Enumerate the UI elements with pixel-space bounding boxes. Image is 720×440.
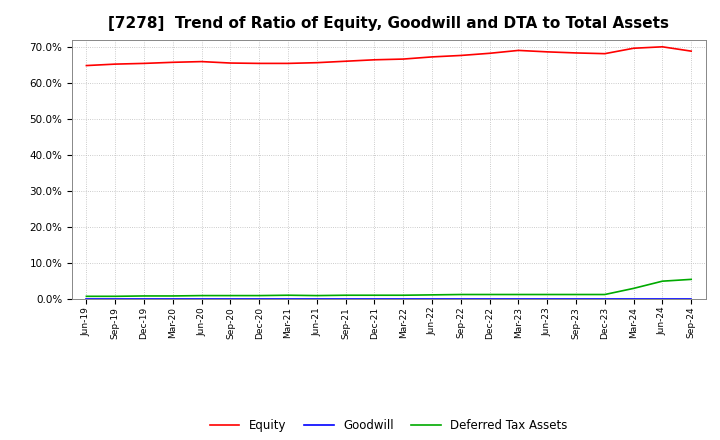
Deferred Tax Assets [312,293,321,298]
Deferred Tax Assets [456,292,465,297]
Goodwill [456,297,465,302]
Equity [168,60,177,65]
Goodwill [312,297,321,302]
Goodwill [82,297,91,302]
Deferred Tax Assets [370,293,379,298]
Goodwill [543,297,552,302]
Deferred Tax Assets [658,279,667,284]
Equity [312,60,321,65]
Equity [456,53,465,58]
Equity [543,49,552,55]
Goodwill [168,297,177,302]
Goodwill [111,297,120,302]
Equity [399,56,408,62]
Equity [514,48,523,53]
Equity [572,50,580,55]
Equity [658,44,667,49]
Deferred Tax Assets [168,293,177,299]
Line: Deferred Tax Assets: Deferred Tax Assets [86,279,691,296]
Equity [341,59,350,64]
Goodwill [428,297,436,302]
Goodwill [341,297,350,302]
Equity [197,59,206,64]
Deferred Tax Assets [111,293,120,299]
Deferred Tax Assets [140,293,148,299]
Goodwill [600,297,609,302]
Equity [428,54,436,59]
Deferred Tax Assets [284,293,292,298]
Deferred Tax Assets [572,292,580,297]
Deferred Tax Assets [687,277,696,282]
Goodwill [687,297,696,302]
Equity [255,61,264,66]
Goodwill [284,297,292,302]
Goodwill [197,297,206,302]
Deferred Tax Assets [226,293,235,298]
Deferred Tax Assets [485,292,494,297]
Deferred Tax Assets [255,293,264,298]
Equity [687,48,696,54]
Equity [111,62,120,67]
Goodwill [514,297,523,302]
Equity [600,51,609,56]
Equity [226,60,235,66]
Deferred Tax Assets [197,293,206,298]
Equity [82,63,91,68]
Deferred Tax Assets [600,292,609,297]
Deferred Tax Assets [341,293,350,298]
Line: Equity: Equity [86,47,691,66]
Goodwill [399,297,408,302]
Goodwill [485,297,494,302]
Goodwill [370,297,379,302]
Deferred Tax Assets [82,293,91,299]
Goodwill [226,297,235,302]
Deferred Tax Assets [543,292,552,297]
Goodwill [255,297,264,302]
Legend: Equity, Goodwill, Deferred Tax Assets: Equity, Goodwill, Deferred Tax Assets [205,414,572,436]
Equity [284,61,292,66]
Title: [7278]  Trend of Ratio of Equity, Goodwill and DTA to Total Assets: [7278] Trend of Ratio of Equity, Goodwil… [108,16,670,32]
Deferred Tax Assets [514,292,523,297]
Deferred Tax Assets [399,293,408,298]
Goodwill [572,297,580,302]
Goodwill [140,297,148,302]
Goodwill [658,297,667,302]
Equity [370,57,379,62]
Deferred Tax Assets [428,292,436,297]
Equity [485,51,494,56]
Goodwill [629,297,638,302]
Equity [629,46,638,51]
Equity [140,61,148,66]
Deferred Tax Assets [629,286,638,291]
